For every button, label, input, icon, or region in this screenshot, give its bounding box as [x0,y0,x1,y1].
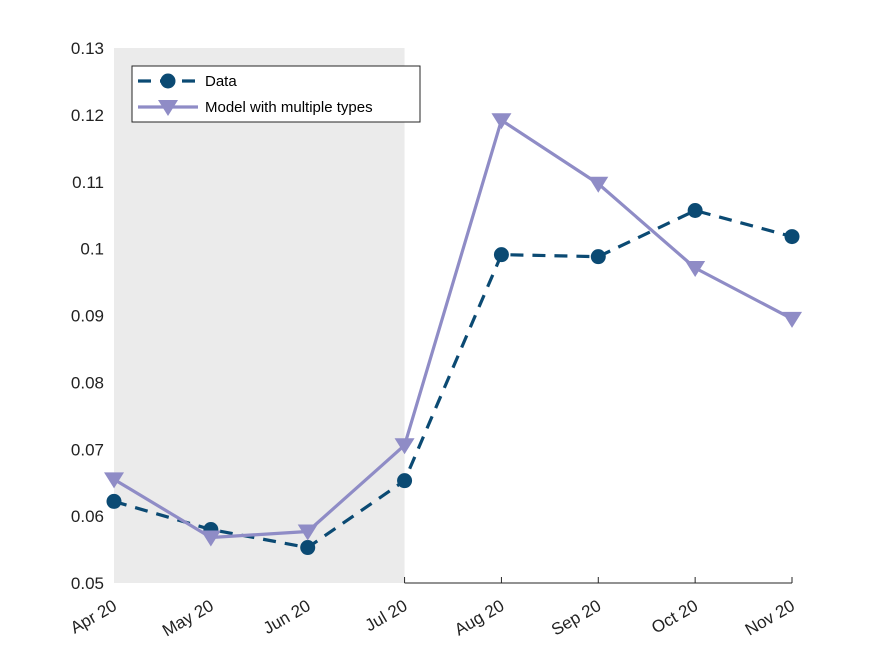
y-tick-label: 0.11 [72,173,104,192]
x-tick-label: Apr 20 [67,596,120,638]
y-tick-label: 0.12 [71,106,104,125]
data-point [104,472,124,489]
y-tick-label: 0.09 [71,307,104,326]
legend-entry: Model with multiple types [205,99,373,116]
data-point [300,540,316,556]
y-tick-label: 0.13 [71,39,104,58]
data-point [394,438,415,455]
data-point [784,229,800,245]
data-point [687,203,703,219]
shaded-region [114,48,405,583]
series-data [106,203,800,556]
y-tick-label: 0.05 [71,574,104,593]
x-tick-label: May 20 [159,596,217,640]
y-tick-label: 0.1 [80,240,104,259]
legend-entry: Data [205,73,237,90]
legend: Data Model with multiple types [131,65,421,123]
y-tick-label: 0.08 [71,373,104,392]
series-line [113,208,793,550]
x-tick-label: Sep 20 [548,596,604,639]
x-tick-label: Jun 20 [260,596,314,638]
series-line [113,118,793,540]
data-point [491,113,512,130]
data-point [297,524,318,541]
x-tick-label: Oct 20 [648,596,701,638]
data-point [782,311,802,328]
data-point [200,530,221,547]
y-tick-label: 0.06 [71,507,104,526]
data-point [106,493,122,509]
data-point [158,100,178,116]
series-model [104,113,802,547]
data-point [685,261,706,278]
data-point [493,247,509,263]
series-layer [104,113,802,556]
data-point [160,73,176,89]
x-tick-label: Nov 20 [742,596,798,639]
y-tick-label: 0.07 [71,440,104,459]
x-tick-label: Aug 20 [451,596,507,639]
data-point [588,176,609,193]
data-point [590,249,606,265]
data-point [397,473,413,489]
legend-box [131,65,421,123]
x-tick-label: Jul 20 [362,596,411,635]
